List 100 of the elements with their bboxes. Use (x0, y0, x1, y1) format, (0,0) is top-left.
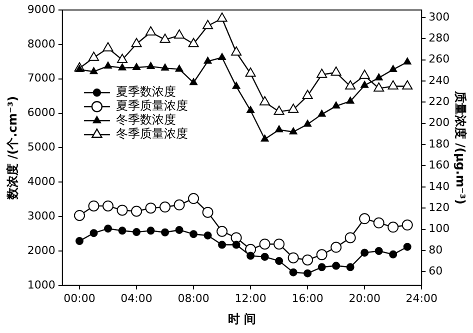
point (90, 229, 98, 238)
point (76, 236, 84, 245)
point (260, 134, 269, 142)
x-axis-title: 时 间 (228, 312, 256, 326)
y2-tick-label: 240 (428, 74, 450, 87)
point (190, 230, 198, 238)
point (260, 96, 270, 106)
point (174, 199, 185, 210)
point (332, 262, 340, 270)
point (316, 249, 328, 260)
y2-tick-label: 80 (428, 243, 443, 256)
y-tick-label: 4000 (27, 174, 56, 188)
y-tick-label: 8000 (27, 37, 56, 50)
point (388, 222, 399, 233)
y2-tick-label: 120 (428, 200, 450, 214)
point (344, 232, 356, 244)
y2-axis-title: 质量浓度 /(μg.m⁻³) (454, 90, 468, 205)
point (274, 106, 284, 115)
point (388, 80, 398, 90)
point (245, 68, 256, 77)
point (359, 213, 370, 224)
point (74, 210, 85, 221)
point (104, 62, 112, 69)
point (330, 242, 342, 253)
y-axis-title: 数浓度 /(个.cm⁻³) (5, 96, 20, 200)
x-tick-label: 00:00 (64, 292, 96, 305)
point (131, 206, 142, 217)
point (202, 20, 214, 30)
point (246, 106, 255, 114)
point (246, 252, 255, 260)
point (104, 224, 112, 233)
point (102, 42, 114, 52)
y-tick-label: 1000 (27, 278, 56, 292)
point (132, 62, 140, 70)
point (360, 80, 369, 88)
point (374, 73, 383, 80)
point (218, 53, 226, 60)
point (160, 202, 171, 213)
point (102, 200, 114, 212)
point (288, 252, 299, 264)
y-tick-label: 5000 (27, 140, 56, 154)
x-tick-label: 08:00 (178, 292, 210, 305)
point (117, 54, 128, 64)
point (190, 78, 198, 86)
point (146, 62, 155, 69)
point (289, 127, 298, 134)
point (304, 269, 312, 278)
point (274, 238, 285, 250)
point (90, 67, 98, 74)
point (204, 56, 212, 64)
legend-label: 夏季数浓度 (116, 84, 176, 99)
point (161, 228, 170, 236)
point (175, 64, 184, 72)
y2-tick-label: 180 (428, 137, 450, 150)
point (289, 268, 298, 276)
point (304, 120, 312, 127)
point (202, 206, 214, 218)
point (345, 80, 356, 90)
y2-tick-label: 100 (428, 222, 450, 236)
point (360, 248, 369, 257)
point (389, 65, 398, 72)
point (318, 263, 326, 272)
point (174, 29, 185, 39)
point (116, 204, 128, 216)
y-tick-label: 2000 (27, 244, 56, 257)
y-tick-label: 7000 (27, 72, 56, 85)
legend-label: 夏季质量浓度 (116, 98, 188, 113)
y2-tick-label: 140 (428, 180, 450, 193)
y2-tick-label: 280 (428, 31, 450, 44)
point (302, 90, 313, 100)
point (260, 252, 269, 261)
point (216, 226, 228, 237)
y2-tick-label: 300 (428, 10, 450, 24)
x-tick-label: 16:00 (292, 292, 324, 305)
point (88, 200, 100, 212)
y-tick-label: 3000 (27, 209, 56, 222)
point (218, 240, 226, 249)
x-tick-label: 12:00 (234, 292, 266, 305)
point (175, 226, 184, 234)
point (146, 226, 155, 235)
point (275, 125, 284, 132)
point (232, 82, 240, 89)
point (402, 220, 413, 231)
point (231, 46, 242, 56)
point (389, 250, 398, 258)
y2-tick-label: 160 (428, 158, 450, 172)
legend-label: 冬季数浓度 (116, 112, 176, 127)
x-tick-label: 20:00 (348, 292, 380, 305)
point (88, 52, 100, 61)
y2-tick-label: 200 (428, 116, 450, 130)
point (131, 38, 142, 48)
point (332, 102, 340, 109)
point (288, 104, 299, 113)
point (373, 217, 384, 228)
point (374, 82, 384, 92)
x-tick-label: 24:00 (406, 292, 438, 305)
point (275, 256, 284, 265)
point (188, 193, 200, 204)
point (160, 34, 170, 43)
y2-tick-label: 60 (428, 264, 443, 278)
